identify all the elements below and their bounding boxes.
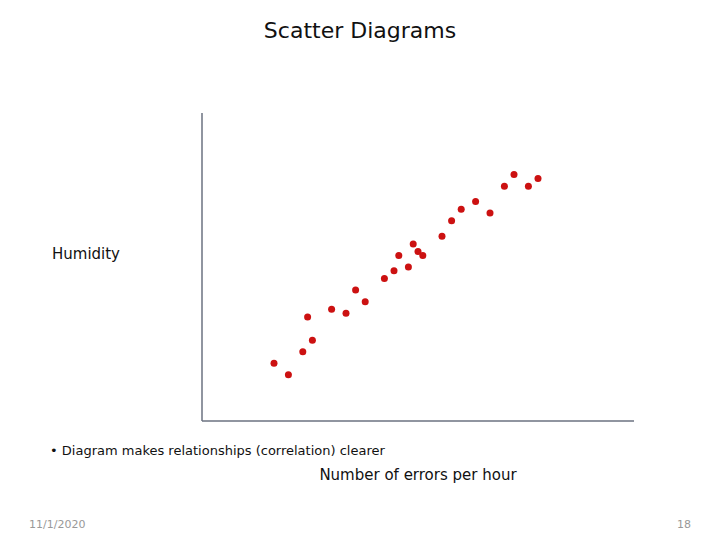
- scatter-point: [487, 210, 494, 217]
- scatter-point: [309, 337, 316, 344]
- scatter-point: [328, 306, 335, 313]
- scatter-point: [525, 183, 532, 190]
- chart-title: Scatter Diagrams: [264, 18, 456, 43]
- y-axis-label: Humidity: [52, 245, 120, 263]
- scatter-point: [458, 206, 465, 213]
- scatter-point: [299, 348, 306, 355]
- footer-page: 18: [677, 518, 691, 531]
- scatter-point: [362, 298, 369, 305]
- scatter-point: [448, 217, 455, 224]
- scatter-point: [381, 275, 388, 282]
- scatter-point: [285, 371, 292, 378]
- scatter-point: [472, 198, 479, 205]
- scatter-point: [391, 267, 398, 274]
- scatter-point: [511, 171, 518, 178]
- scatter-point: [271, 360, 278, 367]
- x-axis-line: [202, 420, 634, 422]
- scatter-point: [343, 310, 350, 317]
- points: [271, 171, 542, 378]
- scatter-point: [439, 233, 446, 240]
- scatter-point: [501, 183, 508, 190]
- scatter-point: [419, 252, 426, 259]
- scatter-point: [405, 264, 412, 271]
- scatter-point: [395, 252, 402, 259]
- x-axis-label: Number of errors per hour: [319, 466, 517, 484]
- y-axis-line: [201, 113, 203, 421]
- scatter-point: [352, 287, 359, 294]
- footer-date: 11/1/2020: [29, 518, 85, 531]
- scatter-point: [410, 240, 417, 247]
- chart-container: Scatter Diagrams Number of errors per hou…: [0, 0, 720, 540]
- scatter-point: [535, 175, 542, 182]
- scatter-point: [304, 314, 311, 321]
- chart-svg: Scatter Diagrams Number of errors per hou…: [0, 0, 720, 540]
- bullet-note: • Diagram makes relationships (correlati…: [50, 443, 385, 458]
